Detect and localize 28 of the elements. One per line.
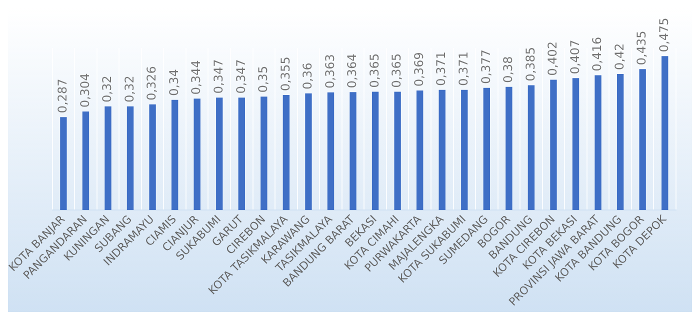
data-label: 0,32 xyxy=(122,76,136,102)
data-label: 0,32 xyxy=(100,76,114,102)
data-label: 0,347 xyxy=(212,59,226,94)
data-label: 0,38 xyxy=(501,56,516,83)
data-label: 0,371 xyxy=(456,51,471,86)
data-label: 0,475 xyxy=(656,18,671,52)
data-label: 0,347 xyxy=(234,59,248,94)
data-label: 0,402 xyxy=(546,41,560,76)
data-label: 0,365 xyxy=(390,53,404,88)
data-label: 0,377 xyxy=(478,50,493,84)
data-label: 0,363 xyxy=(322,54,337,88)
data-label: 0,416 xyxy=(590,36,604,72)
data-label: 0,435 xyxy=(634,30,649,66)
data-label: 0,369 xyxy=(412,52,426,86)
data-label: 0,36 xyxy=(300,62,315,90)
data-label: 0,344 xyxy=(189,60,204,95)
data-label: 0,385 xyxy=(523,46,538,82)
data-label: 0,34 xyxy=(166,69,181,96)
data-label: 0,355 xyxy=(278,56,292,92)
data-label: 0,35 xyxy=(256,66,270,93)
data-label: 0,407 xyxy=(568,40,582,74)
data-label: 0,287 xyxy=(56,78,70,114)
data-label: 0,371 xyxy=(434,51,448,86)
data-label: 0,304 xyxy=(78,73,92,108)
data-label: 0,364 xyxy=(345,54,360,88)
data-label: 0,326 xyxy=(144,66,159,100)
data-label: 0,365 xyxy=(367,53,382,88)
data-label: 0,42 xyxy=(612,43,626,70)
